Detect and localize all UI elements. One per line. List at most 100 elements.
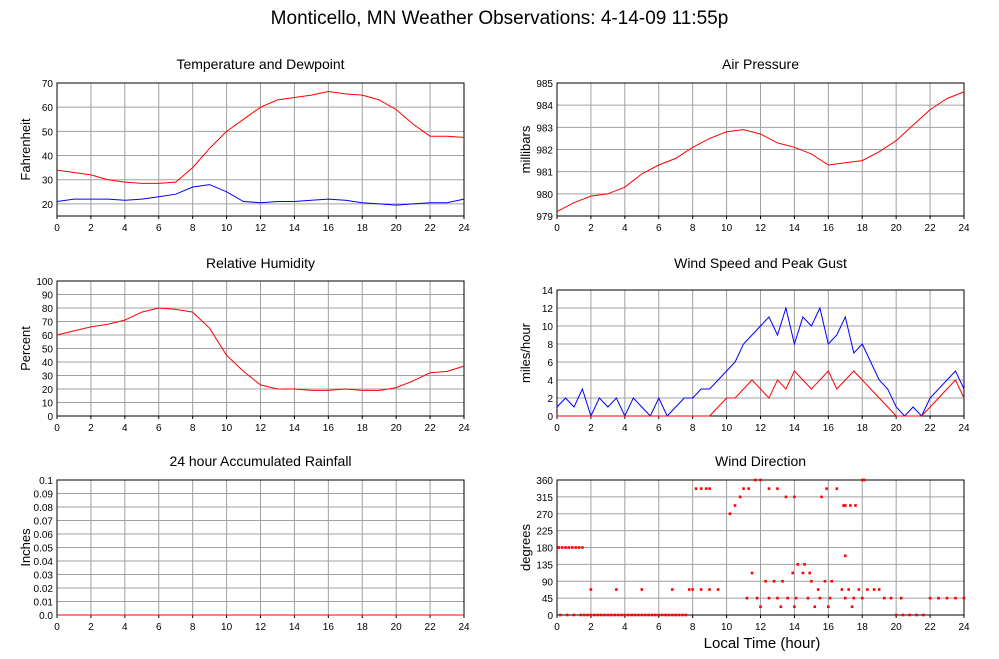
y-tick-label: 0.09 xyxy=(34,490,54,501)
x-tick-label: 8 xyxy=(190,622,196,633)
x-tick-label: 14 xyxy=(789,223,801,234)
data-point xyxy=(843,554,847,558)
data-point xyxy=(704,487,708,490)
data-point xyxy=(827,605,830,609)
x-tick-label: 16 xyxy=(823,223,835,234)
data-point xyxy=(764,579,767,583)
data-point xyxy=(854,504,857,507)
data-point xyxy=(557,546,560,549)
data-point xyxy=(754,478,757,482)
data-point xyxy=(691,588,694,591)
data-point xyxy=(899,596,903,600)
y-tick-label: 0.0 xyxy=(39,611,53,622)
x-tick-label: 20 xyxy=(891,423,903,434)
x-tick-label: 24 xyxy=(458,622,470,633)
x-tick-label: 0 xyxy=(54,223,60,234)
y-tick-label: 982 xyxy=(536,146,553,157)
x-tick-label: 18 xyxy=(857,223,869,234)
data-point xyxy=(564,546,567,549)
y-tick-label: 8 xyxy=(547,340,553,351)
y-tick-label: 70 xyxy=(42,318,54,329)
x-tick-label: 0 xyxy=(54,423,60,434)
data-point xyxy=(954,596,957,600)
x-tick-label: 18 xyxy=(357,423,369,434)
data-point xyxy=(716,588,720,591)
x-tick-label: 10 xyxy=(221,223,233,234)
y-tick-label: 180 xyxy=(536,544,553,555)
x-tick-label: 16 xyxy=(323,622,335,633)
x-tick-label: 2 xyxy=(588,622,594,633)
y-tick-label: 12 xyxy=(542,304,554,315)
y-tick-label: 30 xyxy=(42,176,54,187)
y-tick-label: 980 xyxy=(536,190,553,201)
y-tick-label: 225 xyxy=(536,527,553,538)
y-tick-label: 0.05 xyxy=(34,544,54,555)
data-point xyxy=(647,613,650,617)
x-tick-label: 2 xyxy=(588,223,594,234)
data-point xyxy=(671,588,674,591)
x-tick-label: 14 xyxy=(789,423,801,434)
data-point xyxy=(623,613,627,617)
data-point xyxy=(654,613,657,617)
y-tick-label: 0.06 xyxy=(34,530,54,541)
data-point xyxy=(609,613,613,617)
data-point xyxy=(570,546,574,549)
y-tick-label: 70 xyxy=(42,79,54,90)
x-tick-label: 4 xyxy=(122,223,128,234)
y-tick-label: 60 xyxy=(42,103,54,114)
y-tick-label: 4 xyxy=(547,376,553,387)
y-tick-label: 10 xyxy=(42,399,54,410)
data-point xyxy=(660,613,664,617)
series-line xyxy=(56,184,465,206)
x-tick-label: 4 xyxy=(122,622,128,633)
x-tick-label: 12 xyxy=(755,423,767,434)
data-point xyxy=(779,605,783,609)
y-tick-label: 6 xyxy=(547,358,553,369)
data-point xyxy=(823,579,827,583)
data-point xyxy=(786,596,789,600)
y-tick-label: 0.01 xyxy=(34,598,54,609)
y-axis-label: Fahrenheit xyxy=(18,118,33,181)
data-point xyxy=(728,512,732,516)
x-tick-label: 12 xyxy=(255,423,267,434)
data-point xyxy=(767,487,771,490)
x-tick-label: 22 xyxy=(425,223,437,234)
y-tick-label: 20 xyxy=(42,200,54,211)
data-point xyxy=(852,596,856,600)
data-point xyxy=(613,613,616,617)
data-point xyxy=(738,495,742,499)
x-tick-label: 4 xyxy=(622,622,628,633)
y-tick-label: 135 xyxy=(536,560,553,571)
page-title: Monticello, MN Weather Observations: 4-1… xyxy=(270,8,729,29)
y-tick-label: 985 xyxy=(536,79,553,90)
data-point xyxy=(684,613,688,617)
y-tick-label: 45 xyxy=(542,594,554,605)
x-tick-label: 4 xyxy=(622,423,628,434)
x-tick-label: 18 xyxy=(857,423,869,434)
x-tick-label: 16 xyxy=(823,423,835,434)
data-point xyxy=(599,613,603,617)
y-axis-label: miles/hour xyxy=(518,322,533,383)
data-point xyxy=(889,596,893,600)
x-tick-label: 8 xyxy=(190,423,196,434)
data-point xyxy=(803,563,806,566)
x-tick-label: 8 xyxy=(690,423,696,434)
data-point xyxy=(589,613,593,617)
data-point xyxy=(818,596,822,600)
data-point xyxy=(747,487,750,490)
data-point xyxy=(677,613,681,617)
x-tick-label: 22 xyxy=(425,622,437,633)
data-point xyxy=(640,613,644,617)
x-tick-label: 12 xyxy=(255,223,267,234)
data-point xyxy=(813,605,817,609)
x-tick-label: 12 xyxy=(255,622,267,633)
x-tick-label: 24 xyxy=(958,622,970,633)
data-point xyxy=(708,487,711,490)
data-point xyxy=(860,596,864,600)
data-point xyxy=(806,596,810,600)
x-tick-label: 10 xyxy=(721,223,733,234)
y-tick-label: 50 xyxy=(42,127,54,138)
x-tick-label: 20 xyxy=(391,622,403,633)
